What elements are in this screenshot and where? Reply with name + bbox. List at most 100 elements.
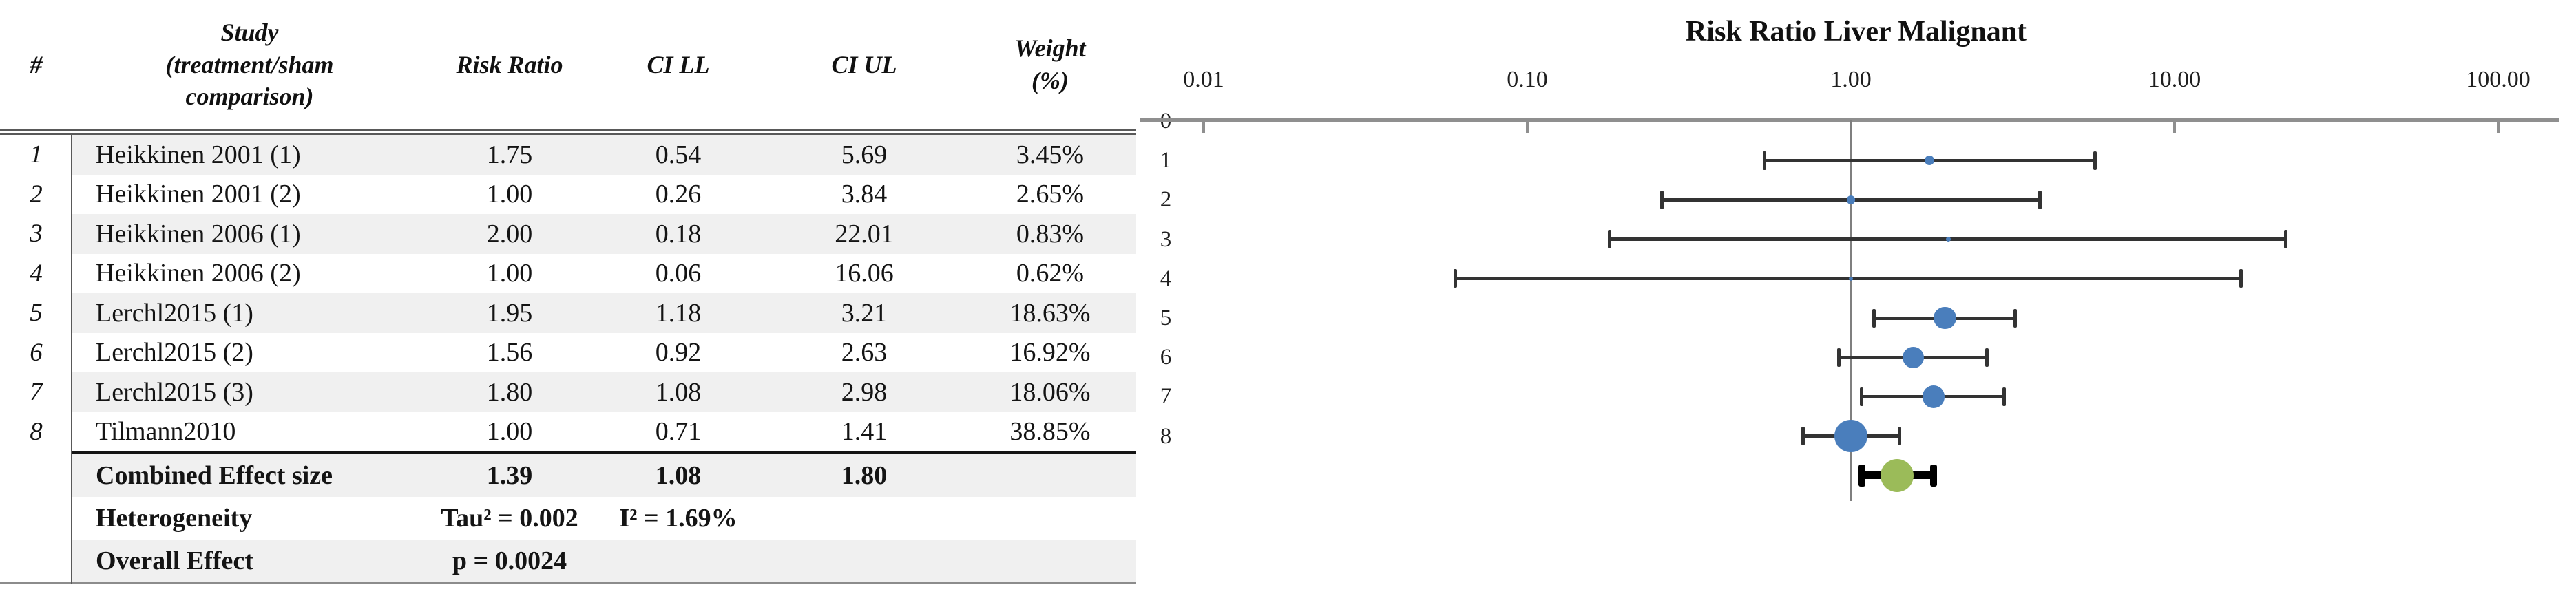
ci-lower-value: 0.92 bbox=[655, 338, 702, 368]
combined-effect-row: Combined Effect size 1.39 1.08 1.80 bbox=[0, 454, 1136, 497]
ci-upper-value: 2.98 bbox=[764, 372, 964, 412]
y-axis-label: 4 bbox=[1160, 266, 1172, 291]
col-header-risk-ratio: Risk Ratio bbox=[456, 50, 563, 78]
risk-ratio-value: 1.75 bbox=[427, 135, 592, 175]
study-marker bbox=[1922, 385, 1945, 408]
heterogeneity-label: Heterogeneity bbox=[96, 504, 253, 533]
study-marker bbox=[1846, 195, 1856, 204]
y-axis-label: 5 bbox=[1160, 306, 1172, 330]
ci-upper-value: 3.21 bbox=[764, 293, 964, 333]
ci-cap-right bbox=[2038, 190, 2042, 209]
reference-line bbox=[1850, 120, 1852, 501]
row-number: 8 bbox=[30, 417, 43, 446]
ci-cap-right bbox=[1897, 427, 1901, 446]
row-number: 3 bbox=[30, 220, 43, 248]
empty-cell bbox=[964, 497, 1136, 540]
i-squared-value: I² = 1.69% bbox=[619, 504, 737, 533]
row-number: 5 bbox=[30, 299, 43, 328]
ci-lower-value: 0.18 bbox=[592, 214, 764, 254]
ci-cap-left bbox=[1860, 387, 1864, 406]
study-name: Heikkinen 2006 (2) bbox=[96, 259, 301, 288]
ci-cap-left bbox=[1608, 230, 1612, 249]
combined-effect-label: Combined Effect size bbox=[72, 454, 427, 497]
table-row: 6 Lerchl2015 (2) 1.56 0.92 2.63 16.92% bbox=[0, 333, 1136, 373]
table-row: 7 Lerchl2015 (3) 1.80 1.08 2.98 18.06% bbox=[0, 372, 1136, 412]
row-number-empty bbox=[0, 497, 72, 540]
weight-value: 38.85% bbox=[1009, 417, 1091, 447]
ci-lower-value: 0.71 bbox=[655, 417, 702, 447]
table-row: 1 Heikkinen 2001 (1) 1.75 0.54 5.69 3.45… bbox=[0, 135, 1136, 175]
row-number-empty bbox=[0, 540, 72, 582]
col-header-number: # bbox=[30, 50, 43, 78]
col-header-study: Study (treatment/sham comparison) bbox=[165, 18, 334, 111]
summary-marker bbox=[1881, 458, 1914, 492]
y-axis-label: 7 bbox=[1160, 384, 1172, 409]
study-marker bbox=[1946, 237, 1951, 242]
table-bottom-border bbox=[0, 582, 1136, 584]
ci-whisker bbox=[1455, 277, 2241, 281]
x-axis-tick bbox=[2497, 122, 2500, 133]
risk-ratio-value: 1.00 bbox=[486, 259, 533, 288]
ci-lower-value: 0.26 bbox=[655, 180, 702, 209]
empty-cell bbox=[764, 540, 964, 582]
header-separator-line bbox=[0, 129, 1136, 135]
table-header-row: # Study (treatment/sham comparison) Risk… bbox=[0, 0, 1136, 129]
weight-value: 18.63% bbox=[964, 293, 1136, 333]
x-axis-tick-label: 100.00 bbox=[2466, 67, 2531, 92]
summary-ci-cap-right bbox=[1929, 464, 1937, 487]
study-marker bbox=[1834, 419, 1867, 453]
x-axis-tick-label: 10.00 bbox=[2148, 67, 2201, 92]
ci-cap-left bbox=[1762, 151, 1766, 170]
forest-plot: Risk Ratio Liver Malignant 0.01 0.10 1.00 1… bbox=[1136, 0, 2576, 596]
table-row: 5 Lerchl2015 (1) 1.95 1.18 3.21 18.63% bbox=[0, 293, 1136, 333]
study-name: Lerchl2015 (1) bbox=[72, 293, 427, 333]
weight-value: 0.83% bbox=[964, 214, 1136, 254]
col-header-ci-ul: CI UL bbox=[831, 50, 897, 78]
study-name: Heikkinen 2001 (2) bbox=[96, 180, 301, 209]
y-axis-label: 8 bbox=[1160, 423, 1172, 449]
study-name: Tilmann2010 bbox=[96, 417, 236, 447]
x-axis-tick bbox=[2173, 122, 2176, 133]
study-marker bbox=[1925, 156, 1935, 166]
weight-value: 0.62% bbox=[1016, 259, 1085, 288]
table-row: 4 Heikkinen 2006 (2) 1.00 0.06 16.06 0.6… bbox=[0, 254, 1136, 294]
row-number: 6 bbox=[30, 338, 43, 367]
study-marker bbox=[1848, 276, 1853, 281]
ci-cap-right bbox=[2239, 269, 2243, 288]
ci-upper-value: 3.84 bbox=[841, 180, 888, 209]
ci-cap-right bbox=[2002, 387, 2007, 406]
x-axis-line bbox=[1140, 118, 2559, 122]
combined-ci-upper: 1.80 bbox=[764, 454, 964, 497]
study-name: Lerchl2015 (3) bbox=[72, 372, 427, 412]
risk-ratio-value: 1.80 bbox=[427, 372, 592, 412]
combined-ci-lower: 1.08 bbox=[592, 454, 764, 497]
weight-value: 16.92% bbox=[1009, 338, 1091, 368]
row-number: 1 bbox=[30, 140, 43, 169]
ci-cap-right bbox=[2013, 308, 2017, 328]
heterogeneity-row: Heterogeneity Tau² = 0.002 I² = 1.69% bbox=[0, 497, 1136, 540]
ci-lower-value: 1.08 bbox=[592, 372, 764, 412]
x-axis-tick bbox=[1526, 122, 1529, 133]
x-axis-tick-label: 0.10 bbox=[1507, 67, 1548, 92]
ci-cap-left bbox=[1872, 308, 1876, 328]
study-marker bbox=[1933, 306, 1956, 330]
y-axis-label: 1 bbox=[1160, 148, 1172, 173]
study-name: Heikkinen 2006 (1) bbox=[72, 214, 427, 254]
weight-value: 2.65% bbox=[1016, 180, 1085, 209]
summary-separator-line bbox=[72, 451, 1136, 454]
overall-effect-label: Overall Effect bbox=[72, 540, 427, 582]
col-header-ci-ll: CI LL bbox=[647, 50, 710, 78]
risk-ratio-value: 1.56 bbox=[486, 338, 533, 368]
table-row: 2 Heikkinen 2001 (2) 1.00 0.26 3.84 2.65… bbox=[0, 175, 1136, 215]
weight-value: 18.06% bbox=[964, 372, 1136, 412]
weight-value: 3.45% bbox=[964, 135, 1136, 175]
y-axis-label: 3 bbox=[1160, 226, 1172, 252]
x-axis-tick-label: 1.00 bbox=[1830, 67, 1872, 92]
y-axis-label: 6 bbox=[1160, 345, 1172, 370]
row-number: 7 bbox=[30, 378, 43, 407]
ci-cap-left bbox=[1801, 427, 1805, 446]
empty-cell bbox=[964, 540, 1136, 582]
ci-cap-right bbox=[1985, 348, 1989, 367]
